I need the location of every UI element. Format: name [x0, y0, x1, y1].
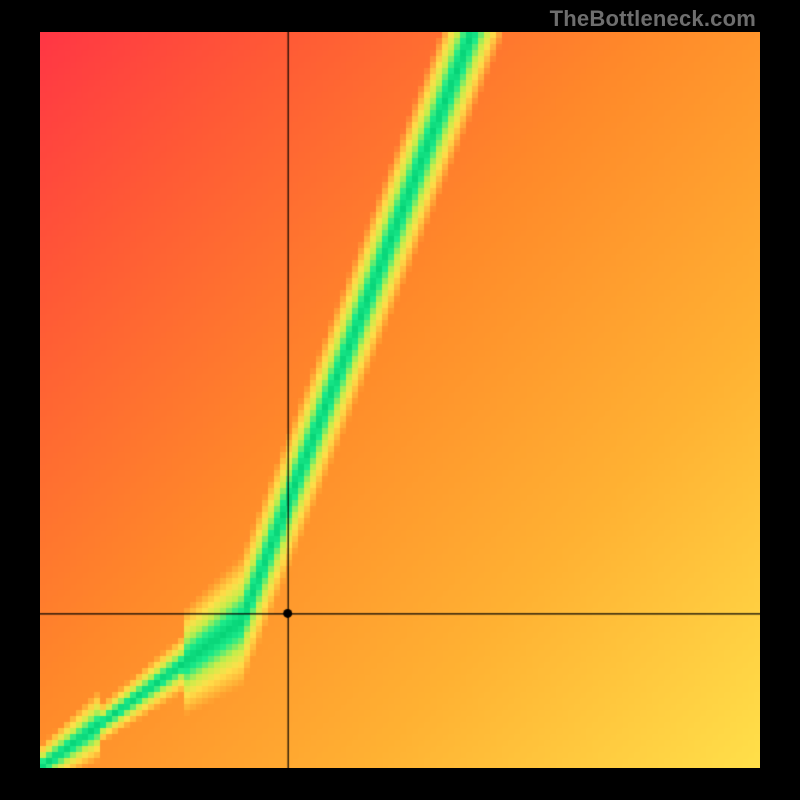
heatmap-canvas — [40, 32, 760, 768]
watermark-text: TheBottleneck.com — [550, 6, 756, 31]
chart-container: TheBottleneck.com — [0, 0, 800, 800]
watermark-label: TheBottleneck.com — [550, 6, 756, 32]
